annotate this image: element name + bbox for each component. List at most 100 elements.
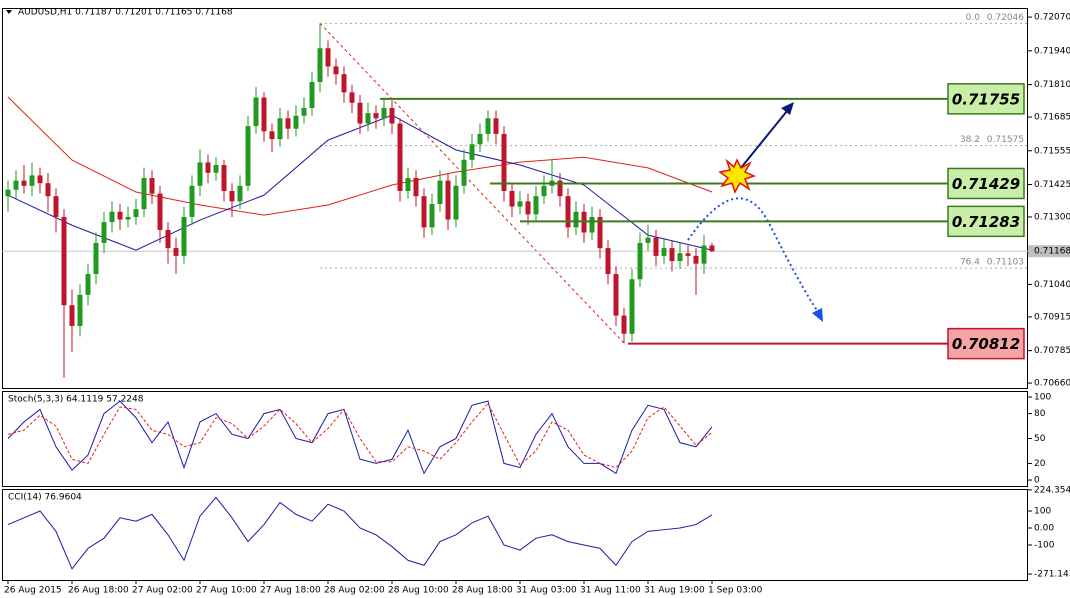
candle-body xyxy=(69,305,75,326)
candle-body xyxy=(397,123,403,191)
y-tick-label: 224.354 xyxy=(1034,485,1070,495)
y-tick-label: 0.70915 xyxy=(1034,312,1070,322)
candle-body xyxy=(357,102,363,124)
candle-body xyxy=(301,107,307,116)
indicator-line xyxy=(7,96,713,216)
candle-body xyxy=(165,229,171,249)
up-arrow xyxy=(735,110,788,175)
y-tick-label: 0.70785 xyxy=(1034,346,1070,356)
candle-body xyxy=(77,294,83,326)
candle-body xyxy=(653,237,659,256)
candle-body xyxy=(197,162,203,186)
candle-body xyxy=(293,115,299,129)
candle-body xyxy=(589,216,595,233)
candle-body xyxy=(37,175,43,184)
stoch-panel-frame xyxy=(2,391,1028,487)
candle-body xyxy=(5,189,11,197)
candle-body xyxy=(237,185,243,202)
candle-body xyxy=(509,190,515,207)
candle-body xyxy=(365,113,371,124)
candle-body xyxy=(629,279,635,334)
candle-body xyxy=(381,107,387,119)
candle-body xyxy=(29,175,35,186)
candle-body xyxy=(85,274,91,295)
fib-ratio: 0.0 xyxy=(966,13,981,23)
x-tick-label: 27 Aug 10:00 xyxy=(196,586,257,596)
symbol-header: AUDUSD,H1 0.71187 0.71201 0.71165 0.7116… xyxy=(18,8,233,18)
candle-body xyxy=(285,118,291,129)
x-tick-label: 31 Aug 11:00 xyxy=(580,586,641,596)
candle-body xyxy=(13,180,19,190)
candle-body xyxy=(205,162,211,173)
candle-body xyxy=(613,274,619,316)
candle-body xyxy=(189,185,195,217)
candle-body xyxy=(61,216,67,306)
candle-body xyxy=(141,178,147,210)
candle-body xyxy=(461,159,467,186)
y-tick-label: 100 xyxy=(1034,392,1051,402)
plot-layer: 0.72070 0.71940 0.71810 0.71685 0.71555 0.714… xyxy=(2,13,1070,596)
indicator-title: CCI(14) 76.9604 xyxy=(8,493,82,503)
x-tick-label: 31 Aug 03:00 xyxy=(516,586,577,596)
y-tick-label: 0.72070 xyxy=(1034,13,1070,23)
candle-body xyxy=(325,48,331,67)
candle-body xyxy=(277,118,283,140)
y-tick-label: 80 xyxy=(1034,409,1046,419)
candle-body xyxy=(573,211,579,228)
candle-body xyxy=(605,248,611,275)
y-tick-label: 0.71555 xyxy=(1034,146,1070,156)
candle-body xyxy=(501,133,507,191)
candle-body xyxy=(437,180,443,204)
y-tick-label: 0.70660 xyxy=(1034,379,1070,389)
candle-body xyxy=(101,222,107,243)
x-tick-label: 1 Sep 03:00 xyxy=(708,586,763,596)
candle-body xyxy=(213,165,219,173)
candle-body xyxy=(333,66,339,75)
candle-body xyxy=(517,201,523,207)
indicator-line xyxy=(7,400,713,475)
candle-body xyxy=(525,201,531,215)
candle-body xyxy=(229,190,235,202)
candle-body xyxy=(565,196,571,228)
candle-body xyxy=(317,48,323,82)
x-tick-label: 26 Aug 18:00 xyxy=(68,586,129,596)
down-arrow-head xyxy=(812,308,823,322)
candle-body xyxy=(421,196,427,228)
candle-body xyxy=(557,180,563,197)
candle-body xyxy=(149,178,155,194)
candle-body xyxy=(709,245,715,252)
x-tick-label: 28 Aug 18:00 xyxy=(452,586,513,596)
candle-body xyxy=(117,211,123,220)
level-label: 0.70812 xyxy=(952,335,1020,353)
candle-body xyxy=(637,242,643,280)
y-tick-label: 0.71040 xyxy=(1034,280,1070,290)
y-tick-label: 0.71810 xyxy=(1034,80,1070,90)
candle-body xyxy=(221,165,227,191)
candle-body xyxy=(349,92,355,103)
y-tick-label: 0.71685 xyxy=(1034,113,1070,123)
candle-body xyxy=(157,193,163,230)
candle-body xyxy=(701,245,707,264)
fib-trendline xyxy=(319,22,625,344)
fib-ratio: 76.4 xyxy=(960,258,980,268)
indicator-line xyxy=(7,496,713,570)
cci-panel-frame xyxy=(2,489,1028,581)
y-tick-label: 0 xyxy=(1034,476,1040,486)
candle-body xyxy=(485,118,491,134)
candle-body xyxy=(53,196,59,217)
y-tick-label: 20 xyxy=(1034,459,1046,469)
level-box xyxy=(947,327,1025,360)
candle-body xyxy=(453,185,459,220)
level-label: 0.71283 xyxy=(952,213,1020,231)
y-tick-label: 50 xyxy=(1034,434,1046,444)
candle-body xyxy=(661,248,667,256)
fib-ratio: 38.2 xyxy=(960,135,980,145)
candle-body xyxy=(493,118,499,134)
main-panel-frame xyxy=(2,8,1028,389)
level-box xyxy=(947,83,1025,115)
candle-body xyxy=(341,74,347,93)
candle-body xyxy=(693,255,699,264)
candle-body xyxy=(133,209,139,217)
x-tick-label: 26 Aug 2015 xyxy=(4,586,62,596)
